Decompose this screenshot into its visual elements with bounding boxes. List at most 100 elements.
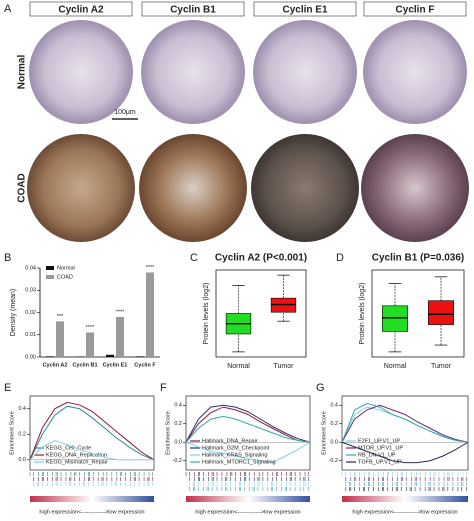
y-tick-label: 0.00 xyxy=(25,354,36,360)
es-curve xyxy=(185,415,311,443)
chart-title: Cyclin A2 (P<0.001) xyxy=(215,253,307,264)
panel-label: B xyxy=(4,252,11,264)
rank-bar xyxy=(186,496,310,502)
panel-label: G xyxy=(316,382,325,394)
rank-bar xyxy=(342,496,468,502)
column-header: Cyclin A2 xyxy=(58,5,104,16)
x-tick-label: Cyclin F xyxy=(134,362,156,368)
es-curve xyxy=(29,440,154,461)
plot-frame xyxy=(29,395,155,471)
es-curve xyxy=(185,441,311,464)
legend-label: Hallmark_G2M_Checkpoint xyxy=(202,445,270,451)
legend-label: KEGG_Mismatch_Repair xyxy=(46,459,108,465)
legend-label: TGFB_UP.V1_UP xyxy=(358,459,402,465)
legend-label: KEGG_Cell_Cycle xyxy=(46,445,91,451)
tissue-core xyxy=(361,134,469,242)
tissue-core xyxy=(251,134,359,242)
column-headers: Cyclin A2 Cyclin B1 Cyclin E1 Cyclin F xyxy=(29,1,467,17)
x-tick-label: Cyclin E1 xyxy=(103,362,128,368)
bar xyxy=(86,332,94,357)
x-tick-label: Cyclin B1 xyxy=(72,362,97,368)
es-curve xyxy=(29,401,155,461)
box xyxy=(382,305,408,332)
plot-frame xyxy=(185,395,311,471)
x-tick-label: Cyclin A2 xyxy=(43,362,68,368)
column-header: Cyclin F xyxy=(396,5,435,16)
es-curve xyxy=(185,404,311,443)
y-tick-label: 0.2 xyxy=(18,432,26,438)
legend-label: Hallmark_MTORC1_Signaling xyxy=(202,459,276,465)
y-axis-label: Protein levels (log2) xyxy=(359,283,366,345)
legend-label: Hallmark_KRAS_Signaling xyxy=(202,452,267,458)
rank-bar xyxy=(30,496,154,502)
es-curve xyxy=(341,404,469,443)
tissue-core xyxy=(253,20,357,124)
legend-label: COAD xyxy=(57,274,73,280)
header-box xyxy=(29,1,133,17)
legend-label: E2F1_UP.V1_UP xyxy=(358,438,400,444)
chart-title: Cyclin B1 (P=0.036) xyxy=(372,253,465,264)
y-tick-label: -0.2 xyxy=(173,458,182,464)
y-tick-label: 0.0 xyxy=(174,440,182,446)
significance: **** xyxy=(146,265,155,271)
y-tick-label: 0.2 xyxy=(174,421,182,427)
bar xyxy=(136,356,144,357)
y-tick-label: 0.2 xyxy=(330,421,338,427)
tissue-core xyxy=(363,20,467,124)
tissue-core xyxy=(141,20,245,124)
legend-swatch xyxy=(46,266,54,270)
y-tick-label: 0.03 xyxy=(25,288,36,294)
box xyxy=(428,300,454,325)
x-tick-label: Normal xyxy=(384,363,407,370)
tissue-core xyxy=(29,20,133,124)
legend-label: Normal xyxy=(57,265,75,271)
es-curve xyxy=(341,402,469,443)
y-axis-label: Enrichment Score xyxy=(321,411,327,455)
panel-label: D xyxy=(336,252,344,264)
legend-label: KEGG_DNA_Replication xyxy=(46,452,107,458)
x-axis-label: high expression<------------->low expres… xyxy=(352,509,457,515)
y-tick-label: 0.4 xyxy=(330,403,338,409)
row-label: Normal xyxy=(17,55,28,90)
y-tick-label: 0.01 xyxy=(25,332,36,338)
plot-frame xyxy=(371,269,465,358)
panel-label: E xyxy=(4,382,11,394)
x-axis-label: high expression<------------->low expres… xyxy=(39,509,144,515)
legend-label: Hallmark_DNA_Repair xyxy=(202,438,258,444)
bar xyxy=(106,354,114,357)
legend-label: MTOR_UP.V1_UP xyxy=(358,445,403,451)
significance: **** xyxy=(116,309,125,315)
tissue-core xyxy=(27,134,135,242)
x-tick-label: Normal xyxy=(227,363,250,370)
header-box xyxy=(253,1,357,17)
y-axis-label: Enrichment Score xyxy=(9,411,15,455)
bar xyxy=(116,316,124,357)
panel-label: C xyxy=(190,252,198,264)
bar xyxy=(76,356,84,358)
y-axis-label: Protein levels (log2) xyxy=(203,283,210,345)
x-tick-label: Tumor xyxy=(274,363,295,370)
tissue-core xyxy=(139,134,247,242)
y-axis-label: Enrichment Score xyxy=(165,411,171,455)
scale-label: 100μm xyxy=(114,109,136,116)
y-tick-label: 0.0 xyxy=(330,440,338,446)
significance: **** xyxy=(86,325,95,331)
bar xyxy=(56,321,64,357)
y-axis-label: Density (mean) xyxy=(10,289,17,336)
tissue-images xyxy=(27,20,469,242)
panel-label: F xyxy=(160,382,167,394)
x-axis-label: high expression<------------->low expres… xyxy=(195,509,300,515)
bar xyxy=(46,356,54,357)
es-curve xyxy=(185,406,311,443)
column-header: Cyclin B1 xyxy=(170,5,216,16)
y-tick-label: 0.04 xyxy=(25,265,36,271)
header-box xyxy=(141,1,245,17)
es-curve xyxy=(341,441,469,464)
panel-label: A xyxy=(4,3,12,15)
x-tick-label: Tumor xyxy=(431,363,452,370)
es-curve xyxy=(29,405,155,461)
plot-frame xyxy=(341,395,469,471)
column-header: Cyclin E1 xyxy=(282,5,327,16)
y-tick-label: -0.2 xyxy=(329,458,338,464)
